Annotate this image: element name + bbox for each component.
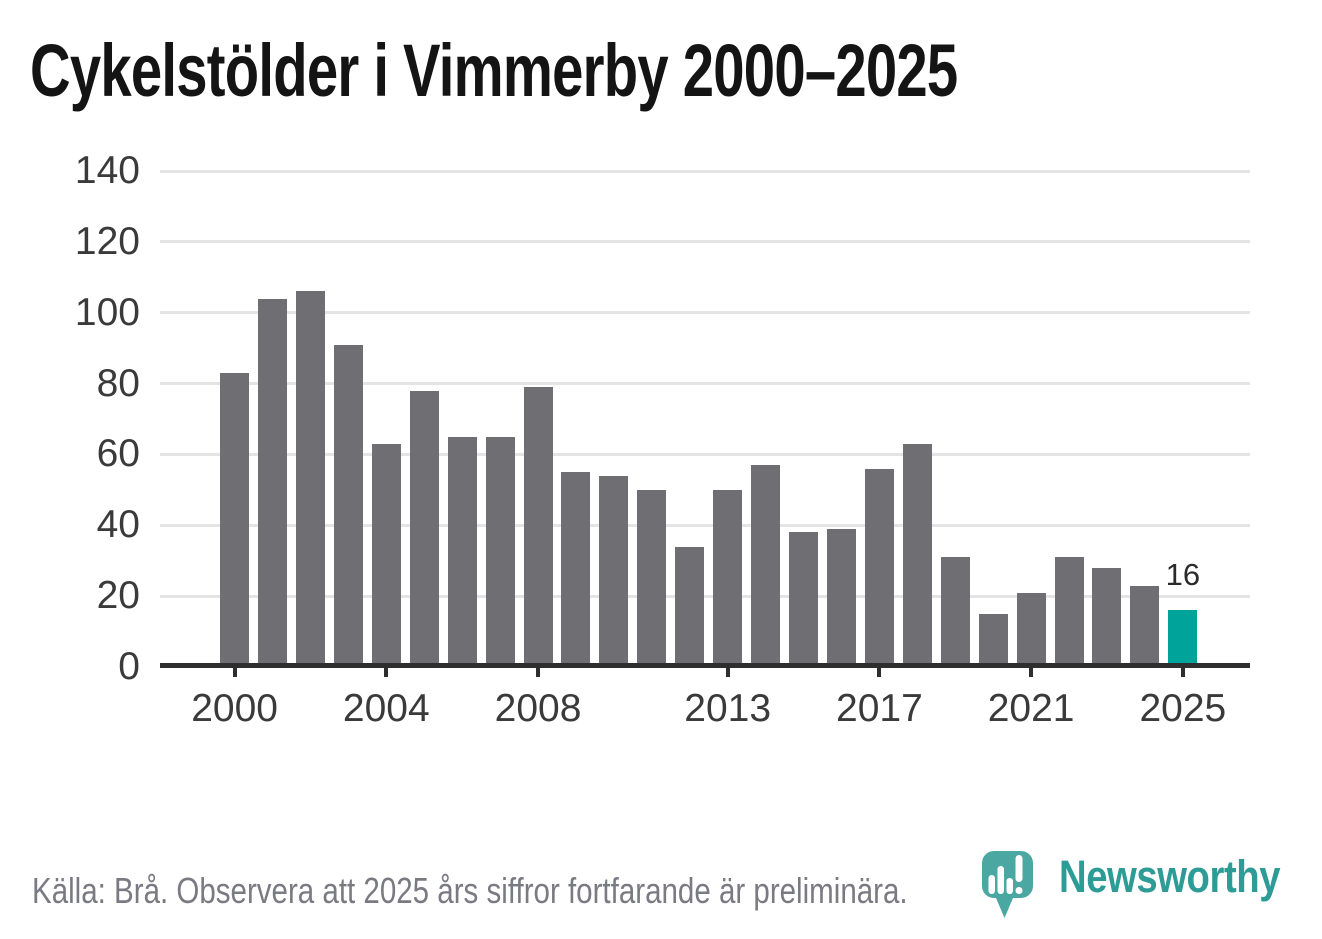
bar-2008 [523,387,553,667]
bar-2021 [1016,592,1046,667]
bar-2009 [561,472,591,667]
bar-2007 [485,436,515,667]
bar-2018 [902,443,932,667]
bar-2022 [1054,557,1084,667]
y-axis-label-20: 20 [96,574,140,618]
bar-2001 [258,298,288,667]
bar-value-label: 16 [1165,557,1201,592]
gridline-80 [160,382,1250,386]
bar-2019 [940,557,970,667]
gridline-100 [160,311,1250,315]
bar-2003 [333,344,363,667]
bar-2004 [371,443,401,667]
x-axis-tick-2000 [232,668,237,677]
y-axis-label-80: 80 [96,361,140,405]
y-axis-label-100: 100 [74,290,140,334]
y-axis-label-140: 140 [74,149,140,192]
newsworthy-logo: Newsworthy [982,845,1319,921]
gridline-40 [160,523,1250,527]
bar-2005 [409,390,439,667]
bar-2010 [599,475,629,667]
chart-title: Cykelstölder i Vimmerby 2000–2025 [30,29,958,112]
gridline-140 [160,169,1250,173]
x-axis-label-2025: 2025 [1139,687,1227,730]
x-axis-label-2021: 2021 [987,687,1075,730]
bar-2023 [1092,567,1122,667]
bar-2024 [1130,585,1160,667]
bar-2000 [220,372,250,667]
x-axis-tick-2008 [536,668,541,677]
bar-2002 [295,291,325,667]
x-axis-tick-2021 [1029,668,1034,677]
newsworthy-speech-bubble-chart-icon [982,851,1033,918]
y-axis-label-40: 40 [96,503,140,547]
x-axis-label-2000: 2000 [191,687,278,730]
bar-2016 [826,528,856,667]
bar-2015 [789,532,819,667]
gridline-60 [160,452,1250,456]
bar-2011 [637,489,667,667]
bar-2014 [751,465,781,667]
x-axis-label-2008: 2008 [494,687,582,730]
bar-2017 [864,468,894,667]
x-axis-tick-2025 [1180,668,1185,677]
y-axis-label-60: 60 [96,432,140,476]
x-axis-line [160,663,1250,668]
bar-2013 [713,489,743,667]
x-axis-label-2004: 2004 [342,687,430,730]
gridline-120 [160,240,1250,244]
x-axis-tick-2017 [877,668,882,677]
newsworthy-wordmark: Newsworthy [1059,851,1281,902]
x-axis-label-2013: 2013 [684,687,772,730]
bar-2006 [447,436,477,667]
x-axis-tick-2004 [384,668,389,677]
y-axis-label-0: 0 [118,645,140,688]
x-axis-tick-2013 [725,668,730,677]
bar-2020 [978,613,1008,667]
x-axis-label-2017: 2017 [836,687,923,730]
y-axis-label-120: 120 [74,219,140,263]
source-note: Källa: Brå. Observera att 2025 års siffr… [32,870,908,911]
gridline-20 [160,594,1250,598]
bar-2012 [675,546,705,667]
bar-2025 [1168,610,1198,667]
